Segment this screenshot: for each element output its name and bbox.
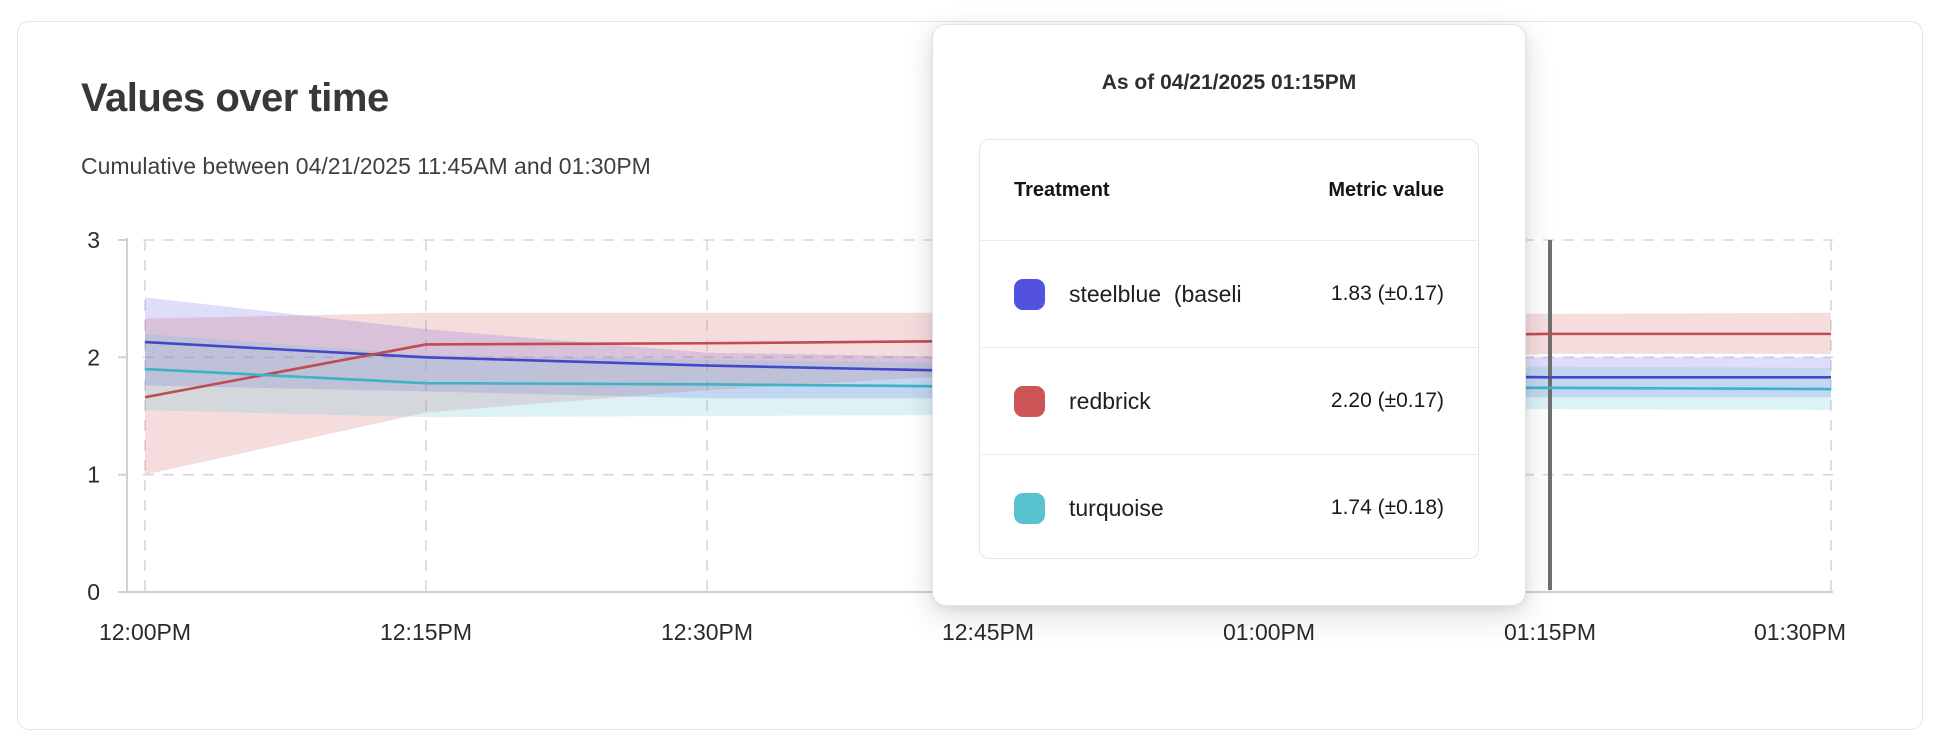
svg-text:2: 2 xyxy=(87,344,100,370)
svg-text:3: 3 xyxy=(87,227,100,253)
svg-text:12:30PM: 12:30PM xyxy=(661,619,753,645)
svg-text:0: 0 xyxy=(87,579,100,605)
tooltip-row: turquoise 1.74 (±0.18) xyxy=(980,454,1478,558)
page-title: Values over time xyxy=(81,76,389,120)
svg-text:01:30PM: 01:30PM xyxy=(1754,619,1846,645)
svg-text:12:45PM: 12:45PM xyxy=(942,619,1034,645)
svg-text:1: 1 xyxy=(87,462,100,488)
tooltip-table: Treatment Metric value steelblue (baseli… xyxy=(979,139,1479,559)
svg-text:12:00PM: 12:00PM xyxy=(99,619,191,645)
y-axis-labels: 0 1 2 3 xyxy=(87,227,100,605)
tooltip-rows: steelblue (baseli 1.83 (±0.17) redbrick 2.2… xyxy=(980,240,1478,558)
chart-subtitle: Cumulative between 04/21/2025 11:45AM an… xyxy=(81,153,651,179)
svg-text:12:15PM: 12:15PM xyxy=(380,619,472,645)
svg-text:01:00PM: 01:00PM xyxy=(1223,619,1315,645)
column-header-treatment: Treatment xyxy=(1014,178,1110,201)
metric-value: 2.20 (±0.17) xyxy=(1330,389,1444,412)
treatment-label: redbrick xyxy=(1069,387,1151,414)
series-color-swatch xyxy=(1014,278,1045,310)
x-axis-labels: 12:00PM 12:15PM 12:30PM 12:45PM 01:00PM 01:15… xyxy=(99,619,1846,645)
series-color-swatch xyxy=(1014,385,1045,417)
svg-text:01:15PM: 01:15PM xyxy=(1504,619,1596,645)
metric-value: 1.74 (±0.18) xyxy=(1330,496,1444,519)
chart-hover-tooltip: As of 04/21/2025 01:15PM Treatment Metri… xyxy=(932,24,1526,606)
treatment-label: steelblue (baseli xyxy=(1069,280,1242,307)
series-color-swatch xyxy=(1014,492,1045,524)
tooltip-table-header: Treatment Metric value xyxy=(980,140,1478,240)
tooltip-title: As of 04/21/2025 01:15PM xyxy=(1101,71,1357,94)
tooltip-row: steelblue (baseli 1.83 (±0.17) xyxy=(980,240,1478,347)
tooltip-row: redbrick 2.20 (±0.17) xyxy=(980,347,1478,454)
metric-value: 1.83 (±0.17) xyxy=(1330,282,1444,305)
column-header-metric-value: Metric value xyxy=(1328,178,1444,201)
treatment-label: turquoise xyxy=(1069,494,1164,521)
